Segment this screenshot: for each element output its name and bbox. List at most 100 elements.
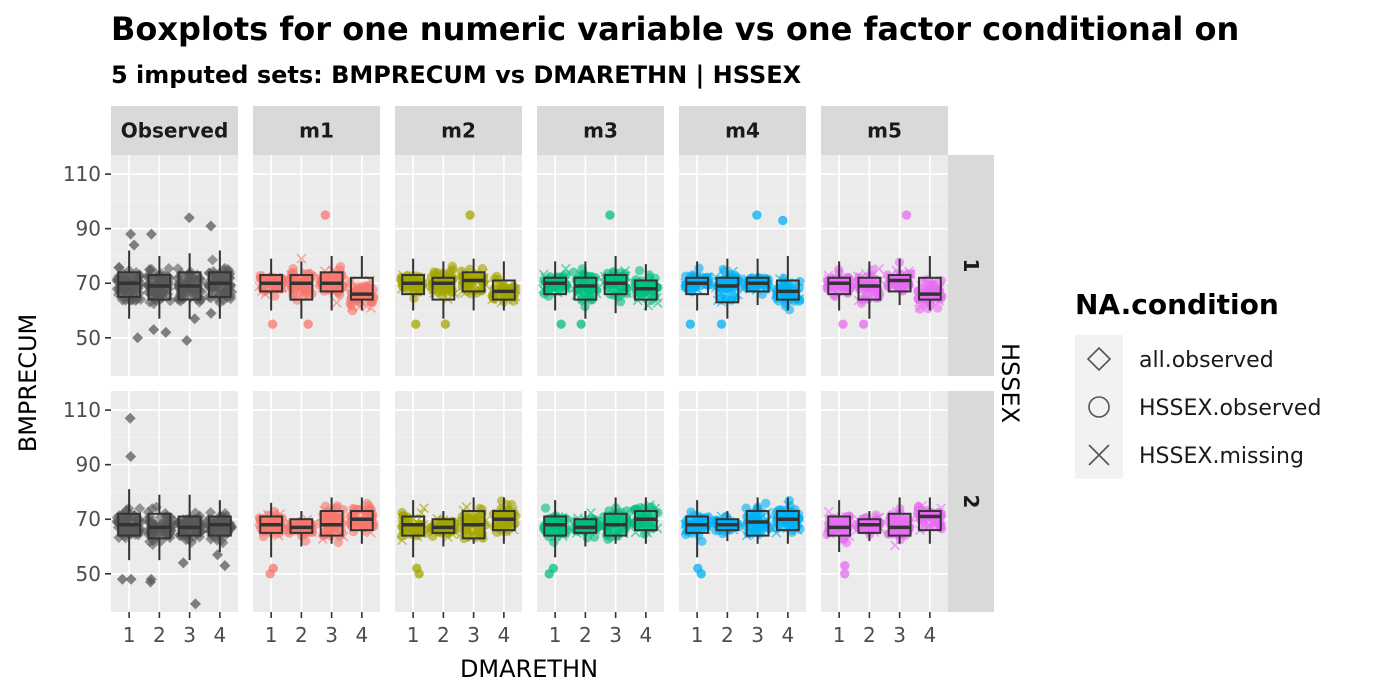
box-body [887,274,912,293]
data-point [823,506,834,517]
legend: NA.condition all.observed HSSEX.observed H… [1075,288,1321,479]
data-point [892,514,902,524]
data-point [882,270,893,280]
data-point [691,284,702,295]
outlier-point [858,319,869,329]
outlier-point [716,319,727,329]
box [917,497,942,544]
x-tick-label: 2 [437,623,450,647]
data-point [589,532,600,542]
data-point [320,501,331,511]
box [715,511,740,542]
x-axis-title: DMARETHN [460,655,598,683]
box [745,258,770,306]
data-point [634,265,645,276]
data-point [603,534,613,544]
x-tick-label: 2 [721,623,734,647]
x-tick-label: 1 [549,623,562,647]
box [207,250,232,319]
x-tick-label: 4 [213,623,226,647]
data-point [571,289,582,300]
box [177,253,202,319]
data-point [694,263,704,273]
box [461,258,486,311]
outlier-point [267,319,278,329]
outlier-point [901,210,912,220]
facet-panel [253,155,380,376]
box [319,497,344,544]
box-body [715,276,740,304]
data-point [915,301,926,312]
data-point [270,291,280,301]
y-tick-label: 90 [76,453,101,477]
outlier-point [411,319,421,329]
data-point [903,514,914,524]
data-point [686,507,696,517]
box [319,255,344,311]
box [775,497,800,544]
outlier-point [128,239,140,251]
panel-background [537,155,664,376]
column-strip [679,106,806,155]
data-point [718,264,728,275]
y-tick-label: 50 [76,562,101,586]
box [633,497,658,544]
data-point [111,283,123,295]
outlier-point [160,326,172,338]
column-strip-label: m2 [441,119,476,143]
x-tick-label: 1 [265,623,278,647]
facet-panel [679,155,806,376]
data-point [345,278,355,288]
facet-panel [395,391,522,612]
row-facet-title: HSSEX [996,343,1024,423]
outlier-point [556,319,566,329]
data-point [586,507,596,518]
facet-panel [537,155,664,376]
column-strip [821,106,948,155]
box [573,261,598,319]
outlier-point [465,210,475,220]
box [887,497,912,544]
x-tick-label: 1 [407,623,420,647]
panel-background [537,391,664,612]
outlier-point [840,560,850,571]
outlier-point [116,573,128,585]
data-point [366,302,376,313]
box [573,511,598,547]
box-body [289,274,314,301]
data-point [134,502,146,514]
data-point [540,503,551,513]
row-strip-label: 2 [959,495,983,509]
facet-panel [821,155,948,376]
outlier-point [544,569,554,579]
data-point [923,303,933,314]
box [117,489,142,561]
data-point [299,285,309,296]
data-point [549,537,559,547]
data-point [500,281,510,291]
box [207,500,232,552]
x-tick-label: 2 [153,623,166,647]
data-point [347,305,358,316]
data-point [296,253,307,264]
y-tick-label: 90 [76,217,101,241]
facet-panel [111,155,238,376]
outlier-point [148,324,160,336]
box [491,497,516,544]
outlier-point [124,412,136,424]
outlier-point [752,210,762,220]
x-tick-label: 4 [781,623,794,647]
outlier-point [125,228,137,240]
cross-icon [1088,444,1110,466]
data-point [913,502,924,512]
outlier-point [132,332,144,344]
data-point [418,503,429,514]
data-point [831,516,841,527]
box-body [431,276,456,301]
panel-background [111,155,238,376]
outlier-point [189,598,201,610]
box [147,255,172,319]
outlier-point [181,335,193,347]
data-point [164,295,176,307]
